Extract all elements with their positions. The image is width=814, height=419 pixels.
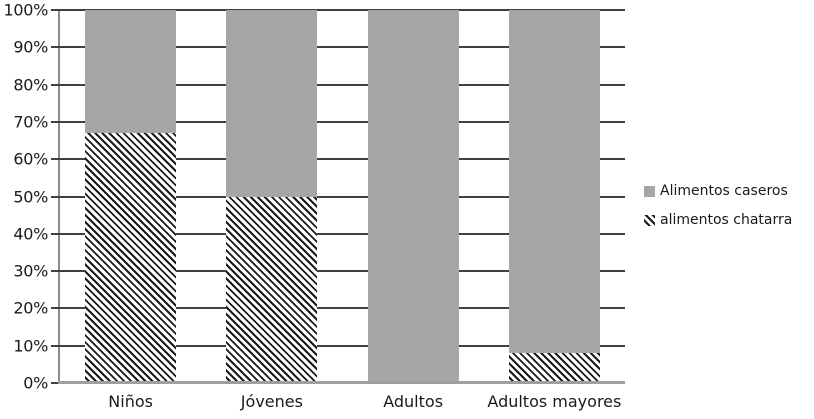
bar-segment-caseros: [85, 10, 177, 134]
bar-niños: [85, 10, 177, 383]
gridline: [60, 120, 625, 123]
y-axis-tick: [51, 307, 60, 310]
bar-segment-caseros: [508, 10, 600, 354]
gridline: [60, 270, 625, 273]
y-axis-tick-label: 50%: [13, 187, 48, 206]
gridline: [60, 9, 625, 11]
y-axis-tick-label: 30%: [13, 261, 48, 281]
x-axis-labels: Niños Jóvenes Adultos Adultos mayores: [60, 392, 625, 416]
y-axis-tick: [51, 382, 60, 384]
y-axis-tick: [51, 9, 60, 11]
bar-adultos: [367, 10, 459, 383]
y-axis-tick-label: 40%: [13, 224, 48, 244]
y-axis-tick: [51, 270, 60, 273]
gridline: [60, 344, 625, 347]
y-axis-tick-label: 80%: [13, 75, 48, 95]
x-axis-category-label: Adultos: [383, 392, 444, 411]
bar-segment-chatarra: [226, 196, 318, 383]
y-axis-labels: 0% 10% 20% 30% 40% 50% 60% 70% 80% 90% 100%: [0, 1, 48, 393]
bar-adultos-mayores: [508, 10, 600, 383]
legend-swatch-solid-icon: [644, 185, 655, 197]
x-axis-category-label: Niños: [108, 392, 153, 411]
plot-area: [51, 9, 625, 384]
x-axis-category-label: Adultos mayores: [487, 392, 622, 411]
gridline: [60, 158, 625, 161]
bar-segment-chatarra: [85, 133, 177, 383]
x-axis-line: [58, 381, 625, 384]
legend-entry-caseros: Alimentos caseros: [644, 183, 792, 199]
y-axis-tick: [51, 46, 60, 49]
x-axis-category-label: Jóvenes: [240, 392, 303, 411]
y-axis-tick: [51, 195, 60, 198]
y-axis-tick-label: 10%: [13, 336, 48, 356]
legend-swatch-hatch-icon: [644, 214, 655, 226]
gridline: [60, 195, 625, 198]
y-axis-tick: [51, 120, 60, 123]
y-axis-tick-label: 90%: [13, 37, 48, 57]
gridline: [60, 46, 625, 49]
bar-segment-caseros: [226, 10, 318, 197]
y-axis-tick: [51, 83, 60, 86]
legend-label: alimentos chatarra: [660, 212, 793, 228]
gridline: [60, 83, 625, 86]
gridline: [60, 307, 625, 310]
y-axis-tick-label: 20%: [13, 298, 48, 318]
y-axis-tick: [51, 232, 60, 235]
legend-label: Alimentos caseros: [660, 183, 788, 199]
legend: Alimentos caseros alimentos chatarra: [644, 183, 792, 228]
bar-segment-caseros: [367, 10, 459, 383]
y-axis-tick-label: 100%: [3, 0, 48, 20]
y-axis-tick-label: 60%: [13, 149, 48, 169]
y-axis-tick-label: 70%: [13, 112, 48, 132]
legend-entry-chatarra: alimentos chatarra: [644, 212, 792, 228]
bar-jóvenes: [226, 10, 318, 383]
y-axis-tick: [51, 158, 60, 161]
y-axis-tick: [51, 344, 60, 347]
y-axis-tick-label: 0%: [23, 373, 48, 393]
bar-segment-chatarra: [508, 353, 600, 383]
gridline: [60, 232, 625, 235]
